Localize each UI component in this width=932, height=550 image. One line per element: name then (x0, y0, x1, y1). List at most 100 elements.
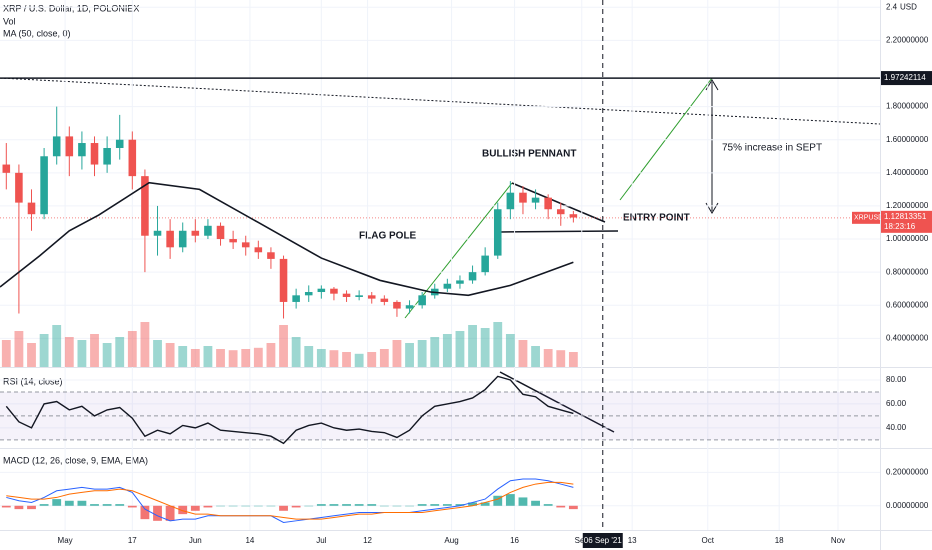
candle-body (456, 280, 464, 284)
cursor-label: 06 Sep '21 (584, 536, 623, 545)
candle-body (15, 172, 23, 203)
candle-body (355, 295, 363, 297)
macd-histogram (27, 505, 36, 510)
macd-histogram (228, 505, 238, 507)
last-price-badge (881, 210, 932, 233)
y-tick-label: 1.80000000 (886, 102, 929, 111)
volume-bar (178, 346, 188, 367)
volume-bar (342, 352, 351, 367)
macd-histogram (253, 505, 263, 507)
macd-histogram (354, 504, 364, 506)
x-tick-label: 13 (628, 536, 637, 545)
candle-body (544, 197, 552, 210)
rsi-band (0, 391, 880, 440)
macd-histogram (392, 505, 402, 507)
x-tick-label: 16 (510, 536, 519, 545)
macd-histogram (480, 502, 490, 506)
macd-histogram (543, 504, 553, 506)
candle-body (166, 230, 174, 248)
x-tick-label: Sep (575, 536, 590, 545)
macd-histogram (14, 505, 24, 510)
pennant-line (511, 182, 606, 223)
candle-body (115, 139, 124, 148)
macd-histogram (493, 495, 503, 506)
volume-bar (405, 343, 414, 367)
macd-histogram (568, 505, 578, 510)
candle-body (2, 164, 11, 173)
volume-bar (279, 325, 288, 367)
y-tick-label: 0.00000000 (886, 501, 929, 510)
macd-histogram (241, 505, 251, 507)
volume-bar (77, 340, 87, 367)
cursor-badge (582, 533, 623, 548)
candle-body (380, 298, 389, 302)
volume-bar (304, 346, 314, 367)
symbol-badge (852, 211, 880, 224)
y-tick-label: 2.4 (886, 2, 898, 11)
candle-body (468, 272, 477, 281)
macd-histogram (77, 500, 87, 506)
volume-bar (253, 347, 263, 367)
axis: May 17 Jun 14 Jul 12 Aug 16 Sep 13 Oct 18 Nov 2.4 2.20… (58, 2, 929, 545)
volume-bar (140, 322, 150, 367)
candle-body (279, 258, 288, 302)
y-tick-label: 1.00000000 (886, 234, 929, 243)
volume-bar (518, 340, 528, 367)
macd-histogram (455, 504, 465, 506)
volume-bar (417, 340, 427, 367)
volume-bar (367, 352, 377, 367)
volume-bar (153, 340, 162, 367)
volume-bar (190, 349, 200, 367)
candle-body (481, 255, 489, 273)
volume-bar (291, 337, 301, 367)
candle-body (342, 293, 351, 297)
macd-title: MACD (12, 26, close, 9, EMA, EMA) (3, 455, 148, 465)
last-price-label: 1.12813351 (884, 212, 927, 221)
macd-histogram (379, 505, 389, 507)
candle-body (405, 305, 414, 309)
candle-body (141, 176, 149, 236)
volume-bar (27, 343, 36, 367)
volume-bar (505, 334, 515, 367)
chart-title: XRP / U.S. Dollar, 1D, POLONIEX (3, 3, 139, 13)
macd-histogram (39, 504, 49, 506)
volume-title: Vol (3, 16, 16, 26)
projection-line (619, 77, 713, 201)
candle-body (40, 156, 48, 215)
volume-bar (90, 334, 99, 367)
candle-body (52, 136, 61, 157)
macd-histogram (405, 505, 414, 507)
volume-bar (442, 334, 452, 367)
trendline (0, 77, 881, 125)
candle-body (178, 230, 187, 248)
candle-body (393, 301, 401, 309)
volume-bar (329, 350, 339, 367)
candle-body (204, 225, 212, 236)
x-tick-label: 14 (245, 536, 254, 545)
candle-body (519, 192, 527, 203)
y-tick-label: 0.40000000 (886, 333, 929, 342)
y-tick-label: 1.40000000 (886, 168, 929, 177)
candle-body (330, 288, 338, 294)
volume-bar (266, 343, 276, 367)
candle-body (128, 139, 137, 177)
volume-bar (392, 340, 402, 367)
candle-body (78, 143, 86, 157)
y-tick-label: 1.20000000 (886, 201, 929, 210)
volume-bar (216, 349, 225, 367)
macd-histogram (140, 505, 150, 520)
price-label: 1.97242114 (884, 73, 926, 82)
candle-body (267, 252, 275, 259)
x-tick-label: Jun (189, 536, 202, 545)
x-tick-label: 12 (363, 536, 372, 545)
macd-histogram (430, 504, 440, 506)
annotation: 75% increase in SEPT (722, 143, 822, 154)
macd-histogram (127, 505, 137, 508)
volume-bar (531, 346, 540, 367)
candle-body (241, 242, 250, 248)
x-tick-label: Oct (702, 536, 715, 545)
macd-histogram (153, 505, 162, 521)
macd-histogram (1, 505, 11, 508)
